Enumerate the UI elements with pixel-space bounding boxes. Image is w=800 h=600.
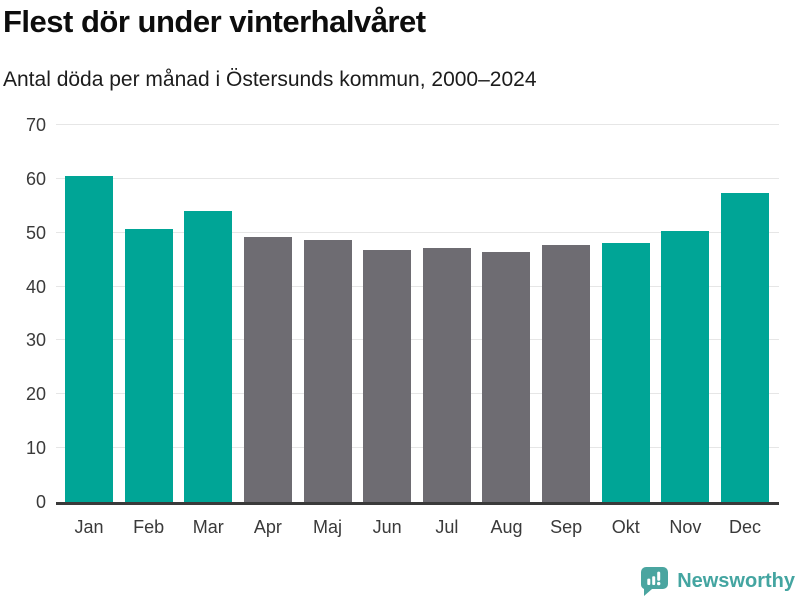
x-tick-label-okt: Okt (611, 517, 640, 537)
x-tick-label-sep: Sep (550, 517, 583, 537)
gridline-20 (56, 393, 779, 395)
y-tick-label-30: 30 (25, 330, 46, 351)
y-tick-label-0: 0 (35, 492, 46, 512)
x-tick-label-aug: Aug (490, 517, 523, 537)
bar-apr (243, 237, 292, 502)
x-axis-labels: Jan Feb Mar Apr Maj Jun Jul Aug Sep Okt Nov Dec (56, 512, 779, 546)
y-tick-label-60: 60 (25, 168, 46, 189)
bar-okt (601, 242, 650, 502)
plot-area (56, 124, 779, 505)
y-axis-labels: 0 10 20 30 40 50 60 70 (0, 116, 46, 511)
bar-jun (363, 249, 412, 502)
y-tick-label-20: 20 (25, 384, 46, 405)
gridline-60 (56, 177, 779, 179)
bar-maj (303, 240, 352, 502)
x-tick-label-mar: Mar (192, 517, 224, 537)
y-tick-label-50: 50 (25, 222, 46, 243)
chart-subtitle: Antal döda per månad i Östersunds kommun… (3, 68, 537, 91)
x-tick-label-apr: Apr (253, 517, 282, 537)
x-tick-label-nov: Nov (669, 517, 702, 537)
y-tick-label-10: 10 (25, 438, 46, 459)
bar-feb (124, 228, 173, 502)
gridline-10 (56, 447, 779, 449)
y-tick-label-70: 70 (25, 115, 46, 135)
bar-sep (542, 244, 591, 502)
x-tick-label-jan: Jan (74, 517, 104, 537)
newsworthy-bar-chart-speech-bubble-icon (641, 567, 669, 596)
gridline-30 (56, 339, 779, 341)
x-tick-label-jul: Jul (435, 517, 459, 537)
brand-name: Newsworthy (677, 570, 795, 592)
bar-nov (661, 230, 710, 502)
gridline-40 (56, 285, 779, 287)
bar-jan (65, 176, 113, 502)
bar-jul (422, 247, 471, 502)
x-tick-label-dec: Dec (729, 517, 762, 537)
brand-logo: Newsworthy (639, 566, 795, 596)
x-tick-label-feb: Feb (133, 517, 165, 537)
x-tick-label-maj: Maj (313, 517, 343, 537)
bar-mar (184, 211, 233, 502)
bar-dec (721, 192, 770, 502)
bar-aug (482, 252, 531, 502)
y-tick-label-40: 40 (25, 276, 46, 297)
gridline-70 (56, 124, 779, 125)
x-tick-label-jun: Jun (372, 517, 402, 537)
gridline-50 (56, 231, 779, 233)
chart-title: Flest dör under vinterhalvåret (3, 4, 426, 39)
